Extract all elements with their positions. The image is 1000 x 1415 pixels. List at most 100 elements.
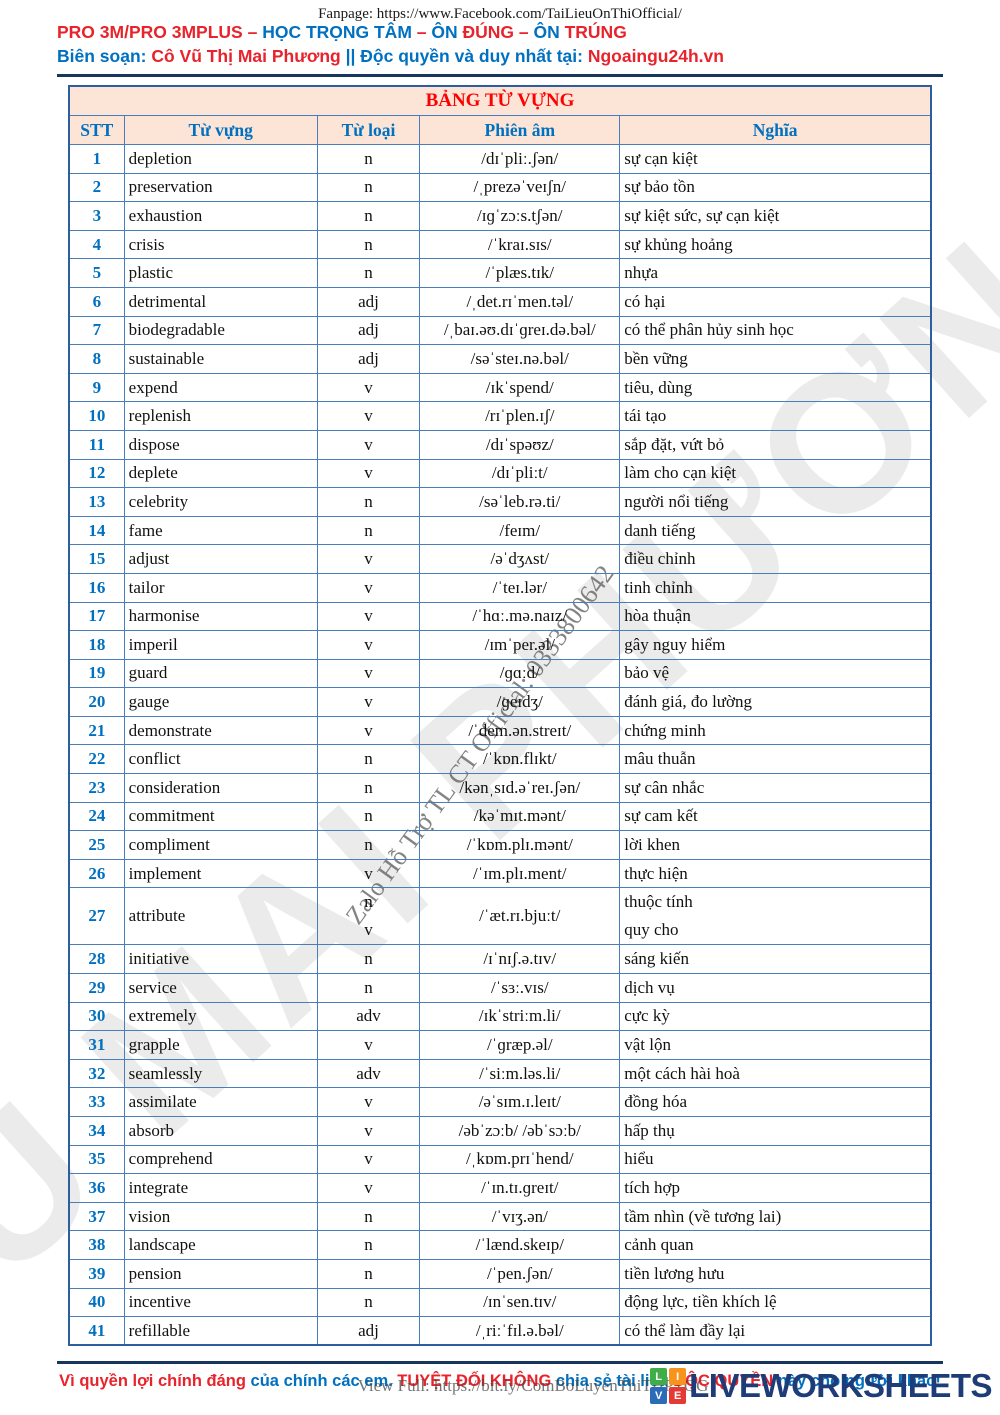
meaning-cell: mâu thuẫn [619, 744, 932, 775]
meaning-cell: điều chỉnh [619, 544, 932, 574]
table-title: BẢNG TỪ VỰNG [68, 85, 932, 116]
word-cell: biodegradable [123, 315, 318, 346]
vocab-row: 1 depletion n/dɪˈpliː.ʃən/sự cạn kiệt [68, 144, 932, 174]
meaning-cell: bảo vệ [619, 658, 932, 689]
word-cell: assimilate [123, 1087, 318, 1117]
ipa-cell: /dɪˈpliːt/ [419, 458, 621, 489]
stt-cell: 21 [68, 715, 125, 746]
text-segment: || Độc quyền và duy nhất tại: [340, 46, 588, 66]
vocab-row: 4 crisis n/ˈkraɪ.sɪs/sự khủng hoảng [68, 229, 932, 260]
stt-cell: 33 [68, 1087, 125, 1117]
meaning-cell: lời khen [619, 830, 932, 860]
meaning-cell-stack: thuộc tính quy cho [624, 889, 926, 944]
meaning-cell: tái tạo [619, 401, 932, 431]
word-cell: sustainable [123, 344, 318, 374]
vocab-row: 40 incentive n/ɪnˈsen.tɪv/động lực, tiền k… [68, 1287, 932, 1318]
meaning-cell: sự cạn kiệt [619, 144, 932, 174]
vocab-row: 23 consideration n/kənˌsɪd.əˈreɪ.ʃən/sự câ… [68, 773, 932, 803]
meaning-cell: chứng minh [619, 715, 932, 746]
word-cell: pension [123, 1258, 318, 1289]
pos-cell: adj [316, 1316, 421, 1346]
stt-cell: 18 [68, 630, 125, 660]
meaning-cell: sự cân nhắc [619, 773, 932, 803]
text-segment: ÔN [533, 22, 560, 42]
col-header-pos: Từ loại [316, 115, 421, 145]
vocab-row: 10 replenish v/rɪˈplen.ɪʃ/tái tạo [68, 401, 932, 431]
ipa-cell: /ˈɪn.tɪ.ɡreɪt/ [419, 1173, 621, 1203]
top-divider [57, 74, 943, 77]
vocab-row: 31 grapple v/ˈɡræp.əl/vật lộn [68, 1030, 932, 1060]
word-cell: gauge [123, 687, 318, 717]
col-header-word: Từ vựng [123, 115, 318, 145]
vocab-row: 2 preservation n/ˌprezəˈveɪʃn/sự bảo tồn [68, 172, 932, 203]
liveworksheets-logo-text: LIVEWORKSHEETS [689, 1367, 992, 1404]
ipa-cell: /ˌprezəˈveɪʃn/ [419, 172, 621, 203]
stt-cell: 20 [68, 687, 125, 717]
vocab-row: 38 landscape n/ˈlænd.skeɪp/cảnh quan [68, 1230, 932, 1260]
word-cell: commitment [123, 801, 318, 832]
meaning-cell: có hại [619, 286, 932, 317]
text-segment: TRÚNG [559, 22, 627, 42]
ipa-cell: /dɪˈspəʊz/ [419, 429, 621, 460]
text-segment: Ngoaingu24h.vn [587, 46, 724, 66]
stt-cell: 14 [68, 515, 125, 546]
table-title-row: BẢNG TỪ VỰNG [68, 85, 932, 116]
word-cell: plastic [123, 258, 318, 288]
vocab-row: 25 compliment n/ˈkɒm.plɪ.mənt/lời khen [68, 830, 932, 860]
pos-cell: adj [316, 344, 421, 374]
meaning-cell: gây nguy hiểm [619, 630, 932, 660]
pos-cell: n [316, 773, 421, 803]
fanpage-url-line: Fanpage: https://www.Facebook.com/TaiLie… [318, 6, 682, 22]
word-cell: landscape [123, 1230, 318, 1260]
vocab-row: 21 demonstrate v/ˈdem.ən.streɪt/chứng minh [68, 715, 932, 746]
ipa-cell: /ɪmˈper.əl/ [419, 630, 621, 660]
pos-cell: v [316, 458, 421, 489]
stt-cell: 16 [68, 572, 125, 603]
meaning-cell: sáng kiến [619, 944, 932, 975]
ipa-cell: /ˈteɪ.lər/ [419, 572, 621, 603]
word-cell: detrimental [123, 286, 318, 317]
ipa-cell: /kəˈmɪt.mənt/ [419, 801, 621, 832]
text-segment: – [411, 22, 432, 42]
pos-cell: n [316, 515, 421, 546]
text-segment: – [514, 22, 534, 42]
pos-cell: n [316, 258, 421, 288]
pos-cell: v [316, 658, 421, 689]
word-cell: guard [123, 658, 318, 689]
ipa-cell: /ˈplæs.tɪk/ [419, 258, 621, 288]
pos-cell: adj [316, 315, 421, 346]
text-segment: HỌC TRỌNG TÂM [262, 22, 412, 42]
vocab-row: 35 comprehend v/ˌkɒm.prɪˈhend/hiểu [68, 1144, 932, 1175]
table-header-row: STT Từ vựng Từ loại Phiên âm Nghĩa [68, 115, 932, 145]
word-cell: grapple [123, 1030, 318, 1060]
meaning-cell: một cách hài hoà [619, 1058, 932, 1089]
meaning-cell: sự bảo tồn [619, 172, 932, 203]
word-cell: deplete [123, 458, 318, 489]
meaning-cell: tích hợp [619, 1173, 932, 1203]
stt-cell: 22 [68, 744, 125, 775]
meaning-cell-line: quy cho [624, 920, 679, 940]
pos-cell: v [316, 1087, 421, 1117]
vocab-row: 39 pension n/ˈpen.ʃən/tiền lương hưu [68, 1258, 932, 1289]
meaning-cell: cực kỳ [619, 1001, 932, 1032]
stt-cell: 7 [68, 315, 125, 346]
word-cell: attribute [123, 887, 318, 946]
pos-cell: n [316, 487, 421, 517]
meaning-cell: sắp đặt, vứt bỏ [619, 429, 932, 460]
vocab-row: 29 service n/ˈsɜː.vɪs/dịch vụ [68, 973, 932, 1003]
pos-cell: n [316, 172, 421, 203]
ipa-cell: /əbˈzɔːb/ /əbˈsɔːb/ [419, 1116, 621, 1146]
meaning-cell: thuộc tính quy cho [619, 887, 932, 946]
pos-cell: n [316, 830, 421, 860]
ipa-cell: /ˈhɑː.mə.naɪz/ [419, 601, 621, 632]
stt-cell: 40 [68, 1287, 125, 1318]
meaning-cell: vật lộn [619, 1030, 932, 1060]
text-segment: Cô Vũ Thị Mai Phương [151, 46, 341, 66]
stt-cell: 9 [68, 372, 125, 403]
stt-cell: 30 [68, 1001, 125, 1032]
pos-cell: v [316, 858, 421, 889]
word-cell: adjust [123, 544, 318, 574]
meaning-cell: có thể phân hủy sinh học [619, 315, 932, 346]
course-title-line: PRO 3M/PRO 3MPLUS – HỌC TRỌNG TÂM – ÔN Đ… [57, 22, 627, 43]
